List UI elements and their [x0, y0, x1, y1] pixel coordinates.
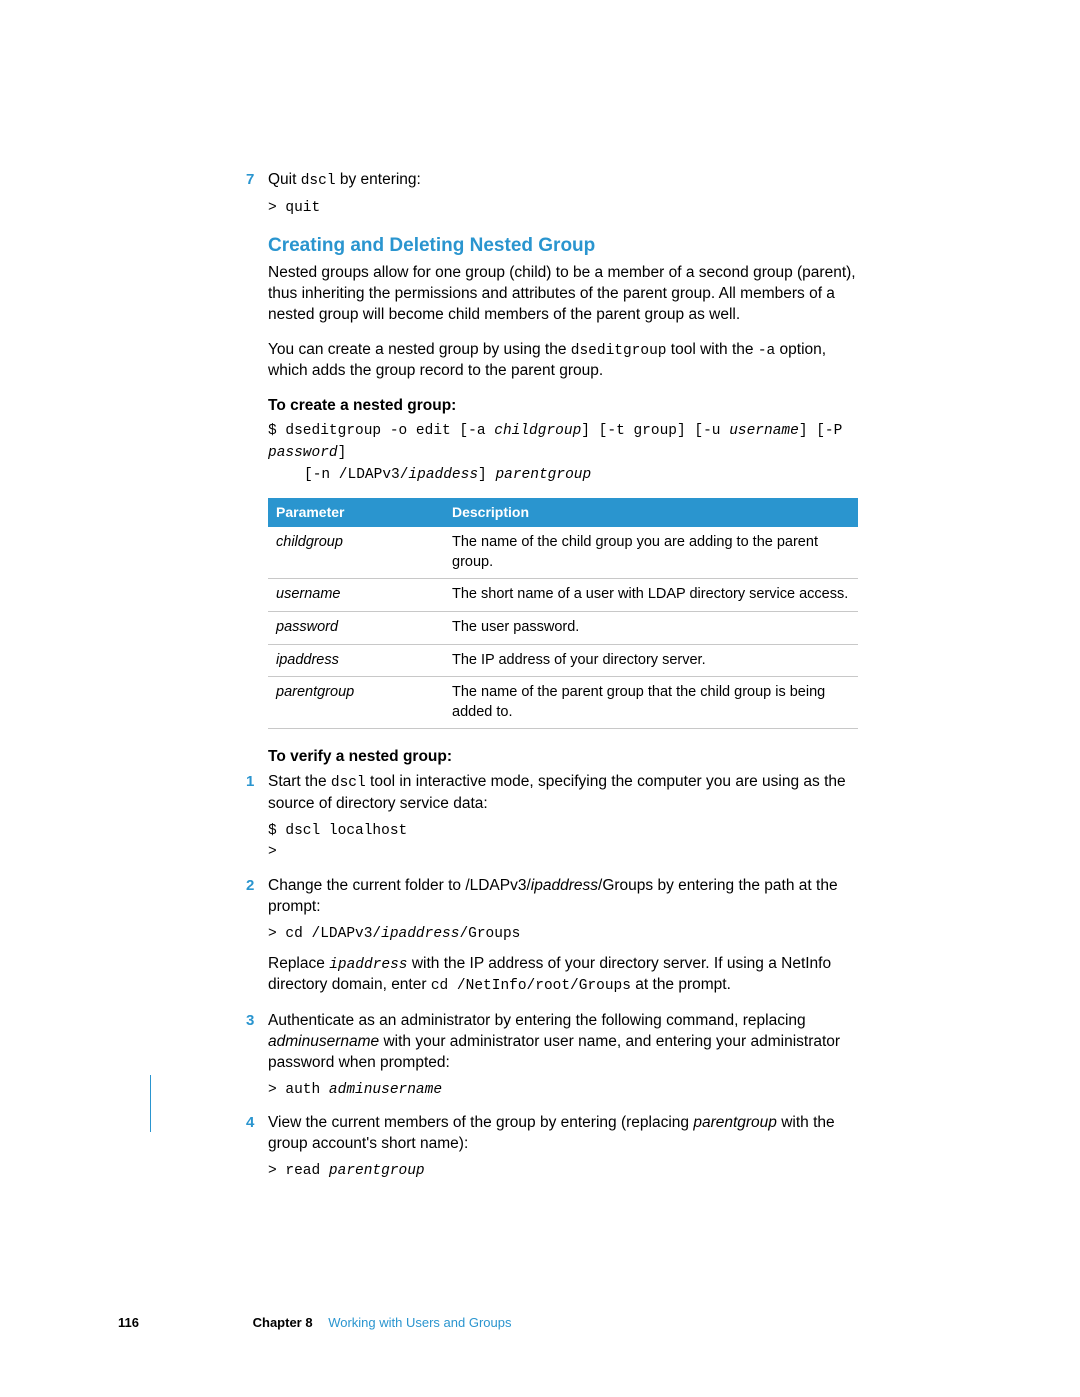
param-desc: The name of the parent group that the ch… — [444, 677, 858, 729]
sub-heading: To create a nested group: — [268, 396, 858, 417]
verify-step-1: 1 Start the dscl tool in interactive mod… — [268, 772, 858, 814]
code-block-quit: > quit — [268, 198, 858, 220]
table-row: password The user password. — [268, 611, 858, 644]
parameter-table: Parameter Description childgroup The nam… — [268, 498, 858, 729]
step-text: View the current members of the group by… — [268, 1114, 835, 1152]
code-line: $ dseditgroup -o edit [-a childgroup] [-… — [268, 421, 858, 465]
code-inline: dscl — [301, 173, 336, 189]
param-name: username — [268, 579, 444, 612]
table-row: childgroup The name of the child group y… — [268, 527, 858, 579]
paragraph: Nested groups allow for one group (child… — [268, 263, 858, 326]
section-heading: Creating and Deleting Nested Group — [268, 233, 858, 259]
left-rule — [150, 1075, 151, 1132]
param-name: password — [268, 611, 444, 644]
step-number: 3 — [246, 1011, 254, 1031]
table-header-parameter: Parameter — [268, 498, 444, 527]
content-column: 7 Quit dscl by entering: > quit Creating… — [268, 170, 858, 1183]
param-desc: The user password. — [444, 611, 858, 644]
code-inline: cd /NetInfo/root/Groups — [431, 978, 631, 994]
paragraph: You can create a nested group by using t… — [268, 340, 858, 382]
code-inline: dseditgroup — [571, 343, 667, 359]
sub-heading: To verify a nested group: — [268, 747, 858, 768]
step-7: 7 Quit dscl by entering: — [268, 170, 858, 192]
step-number: 2 — [246, 876, 254, 896]
code-inline: ipaddress — [329, 957, 407, 973]
paragraph: Replace ipaddress with the IP address of… — [268, 954, 858, 997]
code-line: > — [268, 842, 858, 864]
step-number: 7 — [246, 170, 254, 190]
step-text: Change the current folder to /LDAPv3/ipa… — [268, 877, 838, 915]
page: 7 Quit dscl by entering: > quit Creating… — [0, 0, 1080, 1397]
step-number: 4 — [246, 1113, 254, 1133]
page-footer: 116 Chapter 8 Working with Users and Gro… — [118, 1315, 511, 1330]
table-header-description: Description — [444, 498, 858, 527]
step-text: Quit dscl by entering: — [268, 171, 421, 188]
code-block: > auth adminusername — [268, 1080, 858, 1102]
step-text: Start the dscl tool in interactive mode,… — [268, 773, 846, 812]
code-inline: -a — [758, 343, 775, 359]
table-header-row: Parameter Description — [268, 498, 858, 527]
table-row: username The short name of a user with L… — [268, 579, 858, 612]
chapter-label: Chapter 8 — [253, 1315, 313, 1330]
code-inline: dscl — [331, 775, 366, 791]
code-line: $ dscl localhost — [268, 821, 858, 843]
code-block: > read parentgroup — [268, 1161, 858, 1183]
page-number: 116 — [118, 1315, 139, 1330]
chapter-title: Working with Users and Groups — [328, 1315, 511, 1330]
code-block-create: $ dseditgroup -o edit [-a childgroup] [-… — [268, 421, 858, 486]
code-block: > cd /LDAPv3/ipaddress/Groups — [268, 924, 858, 946]
step-number: 1 — [246, 772, 254, 792]
param-name: parentgroup — [268, 677, 444, 729]
verify-step-4: 4 View the current members of the group … — [268, 1113, 858, 1155]
param-desc: The short name of a user with LDAP direc… — [444, 579, 858, 612]
param-desc: The IP address of your directory server. — [444, 644, 858, 677]
verify-step-3: 3 Authenticate as an administrator by en… — [268, 1011, 858, 1074]
param-desc: The name of the child group you are addi… — [444, 527, 858, 579]
verify-step-2: 2 Change the current folder to /LDAPv3/i… — [268, 876, 858, 918]
param-name: ipaddress — [268, 644, 444, 677]
code-block: $ dscl localhost > — [268, 821, 858, 865]
table-row: parentgroup The name of the parent group… — [268, 677, 858, 729]
param-name: childgroup — [268, 527, 444, 579]
table-row: ipaddress The IP address of your directo… — [268, 644, 858, 677]
step-text: Authenticate as an administrator by ente… — [268, 1012, 840, 1071]
code-line: [-n /LDAPv3/ipaddess] parentgroup — [304, 465, 858, 487]
